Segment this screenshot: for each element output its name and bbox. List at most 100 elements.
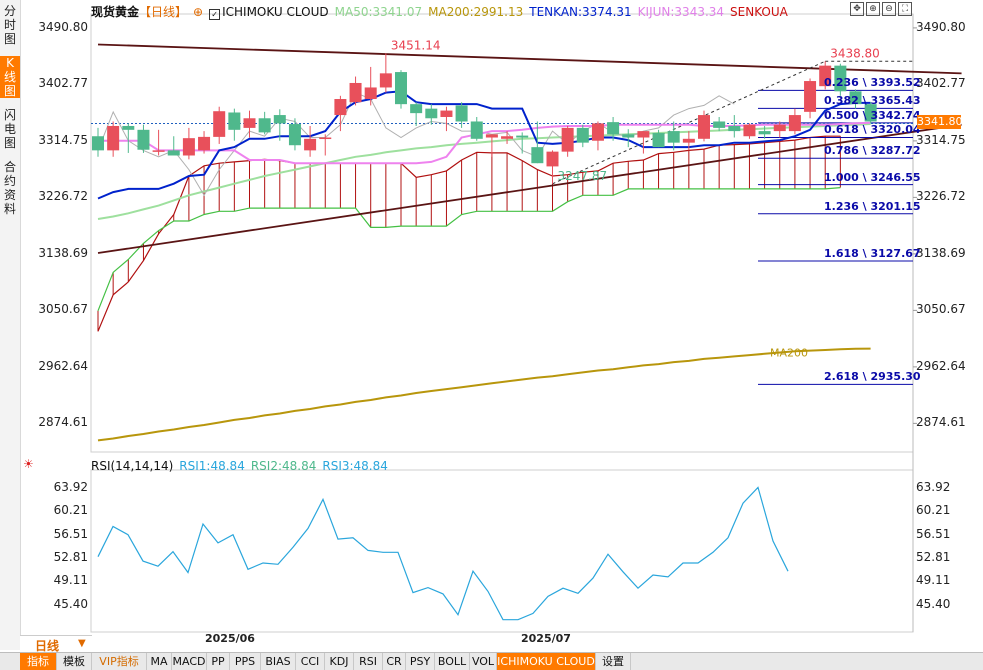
fib-level-label: 0.382 \ 3365.43 <box>824 94 921 108</box>
price-tick-label-right: 3050.67 <box>916 302 966 317</box>
candle-body <box>849 91 862 105</box>
indicator-tab-cci[interactable]: CCI <box>296 653 325 670</box>
price-tick-label-left: 3226.72 <box>38 189 88 204</box>
ma200-line <box>97 347 871 442</box>
indicator-tab-设置[interactable]: 设置 <box>596 653 631 670</box>
price-tick-label-left: 3138.69 <box>38 245 88 260</box>
price-tick-label-right: 3226.72 <box>916 189 966 204</box>
indicator-tab-vol[interactable]: VOL <box>470 653 497 670</box>
rsi3-value: RSI3:48.84 <box>322 459 388 473</box>
period-badge[interactable]: 【日线】 <box>139 5 188 19</box>
price-tick-label-right: 3138.69 <box>916 245 966 260</box>
candle-body <box>713 121 726 128</box>
price-annotation: 3247.87 <box>558 169 608 183</box>
trend-line-1 <box>97 43 962 75</box>
candle-body <box>819 65 832 87</box>
candle-body <box>258 118 271 133</box>
candle-body <box>243 118 256 128</box>
candle-body <box>531 147 544 164</box>
candle-body <box>698 115 710 139</box>
trend-line-2 <box>97 123 962 254</box>
tenkan-value: TENKAN:3374.31 <box>529 5 632 19</box>
candle-body <box>622 134 635 138</box>
period-selector[interactable]: 日线 ▼ <box>20 635 92 653</box>
fib-level-label: 0.500 \ 3342.74 <box>824 108 921 122</box>
fib-level-label: 0.618 \ 3320.04 <box>824 123 921 137</box>
zoom-in-icon[interactable]: ⊕ <box>866 2 880 16</box>
indicator-tab-kdj[interactable]: KDJ <box>325 653 354 670</box>
indicator-tab-ma[interactable]: MA <box>147 653 172 670</box>
ma50-value: MA50:3341.07 <box>334 5 423 19</box>
kijun-value: KIJUN:3343.34 <box>637 5 725 19</box>
candle-body <box>788 115 801 132</box>
indicator-tab-指标[interactable]: 指标 <box>20 653 57 670</box>
rsi1-value: RSI1:48.84 <box>179 459 245 473</box>
rsi-tick-label-left: 63.92 <box>53 479 88 494</box>
candle-body <box>485 134 498 138</box>
add-indicator-icon[interactable]: ⊕ <box>193 5 204 19</box>
price-tick-label-right: 2874.61 <box>916 415 966 430</box>
indicator-tab-vip指标[interactable]: VIP指标 <box>92 653 147 670</box>
fullscreen-icon[interactable]: ⛶ <box>898 2 912 16</box>
indicator-checkbox-icon[interactable]: ✓ <box>209 9 221 20</box>
candle-body <box>137 129 150 150</box>
candle-body <box>743 124 756 137</box>
indicator-tab-macd[interactable]: MACD <box>172 653 207 670</box>
rsi-tick-label-left: 45.40 <box>53 596 88 611</box>
sidebar-tab-0[interactable]: 分时图 <box>3 4 16 46</box>
rsi-legend: RSI(14,14,14) RSI1:48.84 RSI2:48.84 RSI3:48… <box>91 459 394 473</box>
price-tick-label-left: 2962.64 <box>38 358 88 373</box>
candle-body <box>834 65 847 92</box>
rsi-tick-label-left: 60.21 <box>53 503 88 518</box>
candle-body <box>804 81 817 112</box>
kijun-line <box>98 121 871 165</box>
rsi-tick-label-right: 56.51 <box>916 526 951 541</box>
zoom-out-icon[interactable]: ⊖ <box>882 2 896 16</box>
price-tick-label-left: 3402.77 <box>38 76 88 91</box>
candle-body <box>273 115 286 124</box>
x-label-june: 2025/06 <box>205 632 255 645</box>
candle-body <box>561 127 574 152</box>
price-tick-label-left: 3490.80 <box>38 19 88 34</box>
indicator-tab-ichimoku-cloud[interactable]: ICHIMOKU CLOUD <box>497 653 596 670</box>
chevron-down-icon: ▼ <box>78 638 86 649</box>
indicator-tab-rsi[interactable]: RSI <box>354 653 383 670</box>
candle-body <box>455 105 468 122</box>
sidebar-tab-3[interactable]: 合约资料 <box>3 160 16 216</box>
indicator-tab-cr[interactable]: CR <box>383 653 406 670</box>
indicator-tab-boll[interactable]: BOLL <box>435 653 470 670</box>
candle-body <box>440 110 453 117</box>
candle-body <box>228 112 241 130</box>
candle-body <box>864 104 877 122</box>
rsi-title: RSI(14,14,14) <box>91 459 174 473</box>
indicator-tab-pp[interactable]: PP <box>207 653 230 670</box>
symbol-name: 现货黄金 <box>91 5 140 19</box>
indicator-tab-psy[interactable]: PSY <box>406 653 435 670</box>
candle-body <box>167 150 180 156</box>
crosshair-icon[interactable]: ✥ <box>850 2 864 16</box>
sidebar-tab-2[interactable]: 闪电图 <box>3 108 16 150</box>
ichimoku-cloud <box>97 135 841 332</box>
price-tick-label-right: 2962.64 <box>916 358 966 373</box>
candle-body <box>349 82 362 103</box>
price-tick-label-left: 3050.67 <box>38 302 88 317</box>
price-annotation: 3438.80 <box>830 46 880 60</box>
fib-level-label: 1.000 \ 3246.55 <box>824 170 921 184</box>
fib-level-label: 2.618 \ 2935.30 <box>824 370 921 384</box>
rsi-tick-label-right: 60.21 <box>916 503 951 518</box>
candle-body <box>591 123 604 141</box>
price-tick-label-right: 3314.75 <box>916 132 966 147</box>
fib-anchor-line <box>552 60 826 185</box>
price-annotation: 3451.14 <box>391 38 441 52</box>
x-label-july: 2025/07 <box>521 632 571 645</box>
candle-body <box>304 138 317 151</box>
indicator-tab-模板[interactable]: 模板 <box>57 653 92 670</box>
indicator-tab-pps[interactable]: PPS <box>230 653 261 670</box>
price-tick-label-right: 3402.77 <box>916 76 966 91</box>
main-plot-frame <box>90 13 914 453</box>
indicator-tab-bias[interactable]: BIAS <box>261 653 296 670</box>
candle-body <box>667 131 680 143</box>
candle-body <box>728 125 741 132</box>
